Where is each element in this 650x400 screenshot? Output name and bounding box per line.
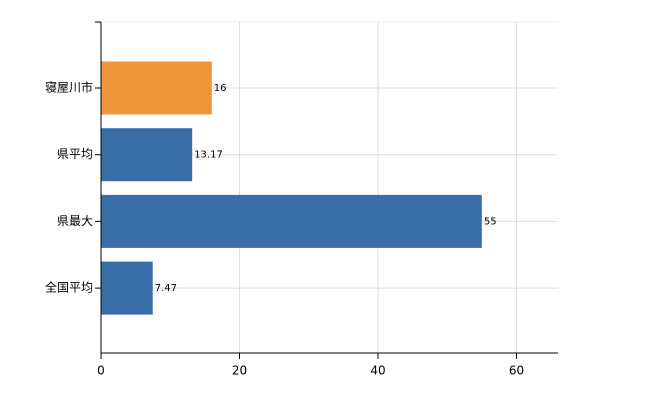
- value-label: 13.17: [194, 150, 223, 161]
- value-label: 7.47: [155, 283, 177, 294]
- y-tick-label: 寝屋川市: [45, 80, 93, 95]
- x-tick-label: 20: [232, 364, 247, 378]
- bar: [101, 261, 153, 315]
- bar: [101, 128, 193, 182]
- value-label: 16: [214, 83, 227, 94]
- value-label: 55: [484, 216, 497, 227]
- bar: [101, 194, 482, 248]
- y-tick-label: 全国平均: [45, 280, 93, 295]
- x-tick-label: 40: [370, 364, 385, 378]
- y-tick-label: 県最大: [57, 214, 93, 228]
- y-tick-label: 県平均: [57, 147, 93, 161]
- x-tick-label: 60: [509, 364, 524, 378]
- bar: [101, 61, 212, 115]
- x-tick-label: 0: [97, 364, 105, 378]
